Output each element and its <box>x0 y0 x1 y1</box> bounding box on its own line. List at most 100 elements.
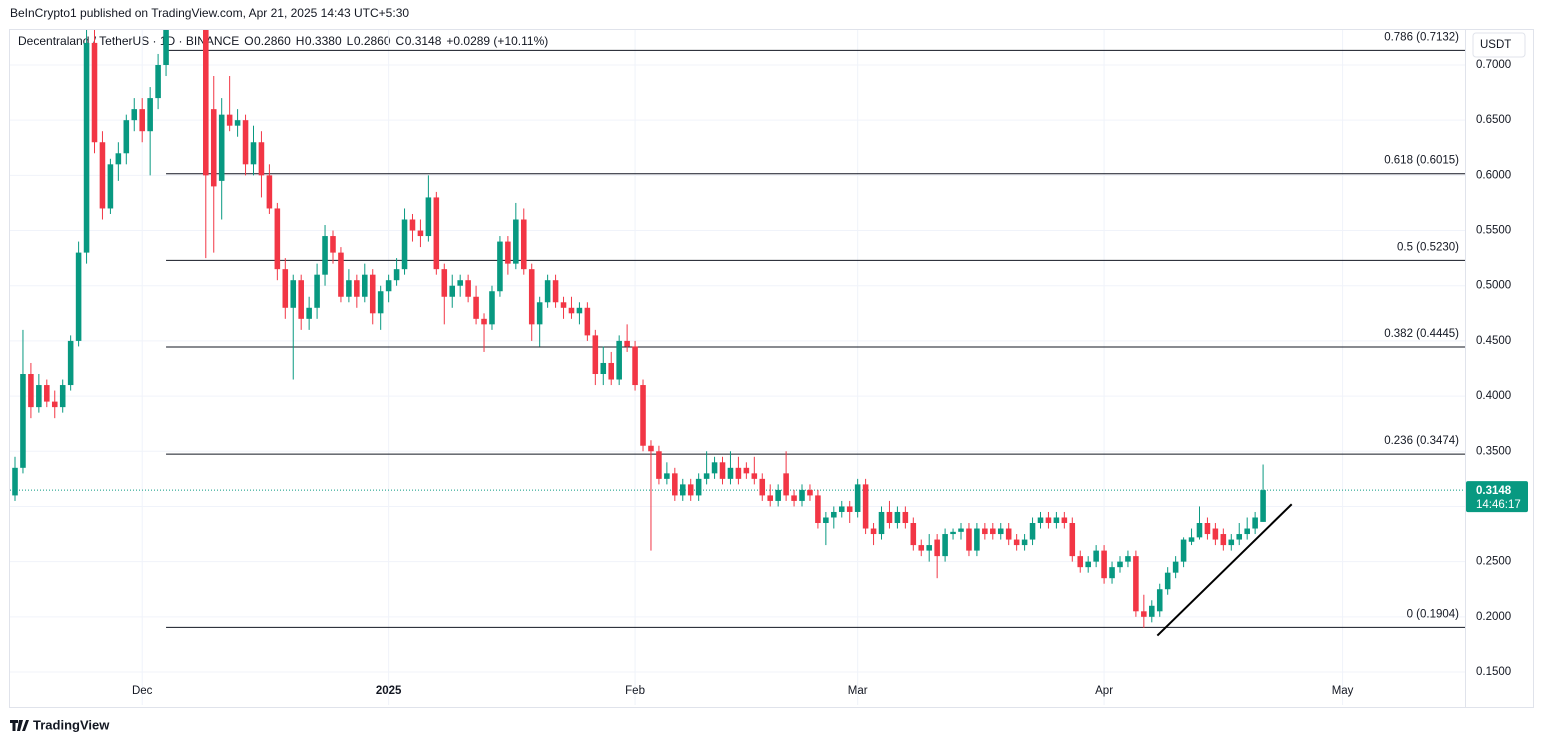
y-tick-label: 0.6000 <box>1476 169 1511 181</box>
candle-body <box>338 252 344 297</box>
candle-body <box>997 528 1004 535</box>
candle-body <box>433 197 440 270</box>
candle-body <box>823 517 829 524</box>
candle-body <box>815 495 821 524</box>
candle-body <box>735 467 742 479</box>
legend-symbol: Decentraland / TetherUS · 1D · BINANCE <box>18 34 239 48</box>
candle-body <box>1045 517 1052 524</box>
candle-body <box>465 280 471 297</box>
candle-body <box>385 280 392 292</box>
candle-body <box>457 280 463 286</box>
y-tick-label: 0.6500 <box>1476 114 1511 126</box>
candle-body <box>1236 534 1243 540</box>
legend-h: 0.3380 <box>305 34 342 48</box>
legend-c: 0.3148 <box>405 34 442 48</box>
candle-body <box>894 511 901 524</box>
x-tick-label: May <box>1332 685 1354 697</box>
candle-body <box>974 528 980 551</box>
candle-body <box>990 528 996 535</box>
axes: 0.15000.20000.25000.30000.35000.40000.45… <box>132 31 1528 697</box>
candle-body <box>1085 561 1091 568</box>
candle-body <box>664 473 670 479</box>
candle-body <box>258 142 265 176</box>
candle-body <box>1252 517 1258 529</box>
candle-body <box>838 506 845 512</box>
candle-body <box>139 109 145 132</box>
fib-label: 0.618 (0.6015) <box>1384 155 1459 167</box>
y-tick-label: 0.7000 <box>1476 59 1511 71</box>
candle-body <box>362 274 368 297</box>
candle-body <box>290 280 297 308</box>
candle-body <box>226 114 233 126</box>
legend: Decentraland / TetherUS · 1D · BINANCE O 0… <box>18 34 548 48</box>
candle-body <box>552 280 559 303</box>
y-tick-label: 0.5500 <box>1476 225 1511 237</box>
candle-body <box>1013 539 1020 546</box>
legend-o-label: O <box>244 34 253 48</box>
candle-body <box>656 451 662 479</box>
candle-body <box>497 241 503 292</box>
candle-body <box>648 445 654 452</box>
candle-body <box>513 219 519 264</box>
last-price-box <box>1466 481 1528 513</box>
candle-body <box>719 462 726 479</box>
candle-body <box>314 274 320 308</box>
brand-logo <box>10 720 29 731</box>
x-tick-label: Feb <box>625 685 645 697</box>
candle-body <box>115 153 122 165</box>
candle-body <box>1069 523 1076 557</box>
fib-label: 0 (0.1904) <box>1407 608 1460 620</box>
candle-body <box>600 362 607 375</box>
candle-body <box>918 545 925 551</box>
candle-body <box>1149 605 1155 617</box>
candle-body <box>59 385 66 408</box>
candle-body <box>759 478 766 496</box>
candle-body <box>218 114 225 181</box>
candle-body <box>417 230 424 237</box>
candle-body <box>441 269 448 297</box>
candle-body <box>28 374 34 408</box>
candle-body <box>910 523 917 546</box>
candle-body <box>1204 523 1211 535</box>
candle-body <box>1228 539 1235 546</box>
legend-h-label: H <box>296 34 305 48</box>
candle-body <box>377 291 384 314</box>
x-tick-label: Mar <box>848 685 868 697</box>
candle-body <box>12 467 18 496</box>
fib-label: 0.236 (0.3474) <box>1384 435 1459 447</box>
countdown: 14:46:17 <box>1476 499 1521 511</box>
candle-body <box>1061 517 1068 524</box>
candle-body <box>20 374 26 468</box>
candle-body <box>1053 517 1060 524</box>
candle-body <box>767 495 773 501</box>
candle-body <box>727 467 734 479</box>
y-tick-label: 0.4500 <box>1476 335 1511 347</box>
candle-body <box>449 285 456 297</box>
candle-body <box>807 489 813 496</box>
candle-body <box>99 142 106 209</box>
plot <box>10 30 1465 637</box>
candle-body <box>274 208 281 270</box>
candle-body <box>1220 534 1227 546</box>
candle-body <box>902 511 909 524</box>
candle-body <box>878 511 885 535</box>
candle-body <box>83 42 90 253</box>
candle-body <box>679 484 686 496</box>
candle-body <box>51 401 58 408</box>
y-tick-label: 0.3500 <box>1476 445 1511 457</box>
candle-body <box>44 385 50 402</box>
candle-body <box>1125 556 1131 562</box>
candle-body <box>958 528 964 532</box>
candle-body <box>544 280 551 303</box>
candle-body <box>234 120 241 126</box>
candle-body <box>632 346 638 386</box>
candle-body <box>1164 572 1171 590</box>
candle-body <box>846 506 853 512</box>
candle-body <box>783 473 789 496</box>
candle-body <box>576 307 583 314</box>
candle-body <box>36 385 42 408</box>
y-tick-label: 0.1500 <box>1476 666 1511 678</box>
candle-body <box>934 539 940 557</box>
